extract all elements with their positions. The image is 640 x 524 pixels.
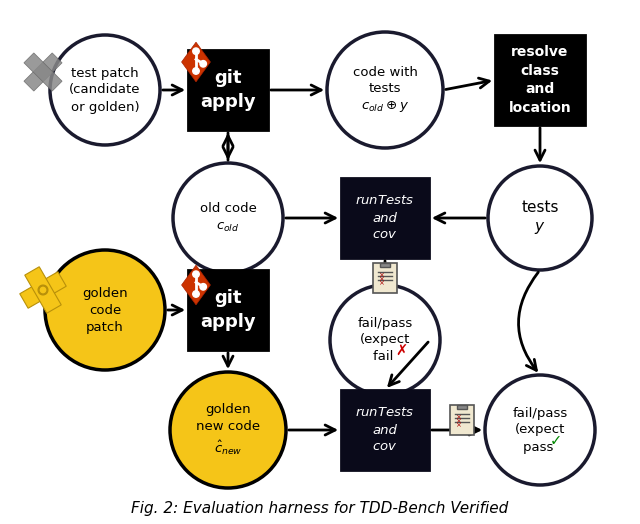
Circle shape bbox=[50, 35, 160, 145]
Polygon shape bbox=[20, 272, 66, 308]
Text: ×: × bbox=[378, 276, 384, 282]
Circle shape bbox=[38, 285, 48, 295]
FancyBboxPatch shape bbox=[457, 405, 467, 409]
Text: ×: × bbox=[378, 280, 384, 286]
FancyBboxPatch shape bbox=[188, 50, 268, 130]
Text: code with
tests
$c_{old} \oplus y$: code with tests $c_{old} \oplus y$ bbox=[353, 66, 417, 115]
FancyBboxPatch shape bbox=[450, 405, 474, 435]
Text: tests
$y$: tests $y$ bbox=[521, 200, 559, 236]
Text: git
apply: git apply bbox=[200, 69, 256, 111]
Text: resolve
class
and
location: resolve class and location bbox=[509, 46, 572, 115]
Polygon shape bbox=[182, 42, 211, 82]
FancyBboxPatch shape bbox=[380, 263, 390, 267]
FancyBboxPatch shape bbox=[373, 263, 397, 293]
Circle shape bbox=[330, 285, 440, 395]
Circle shape bbox=[193, 68, 199, 74]
Circle shape bbox=[173, 163, 283, 273]
FancyBboxPatch shape bbox=[188, 270, 268, 350]
Polygon shape bbox=[182, 265, 211, 305]
Text: fail/pass
(expect
pass: fail/pass (expect pass bbox=[513, 407, 568, 453]
Text: golden
new code
$\hat{c}_{new}$: golden new code $\hat{c}_{new}$ bbox=[196, 403, 260, 457]
Text: ×: × bbox=[455, 414, 461, 420]
Text: ✗: ✗ bbox=[395, 344, 407, 358]
Text: Fig. 2: Evaluation harness for TDD-Bench Verified: Fig. 2: Evaluation harness for TDD-Bench… bbox=[131, 500, 509, 516]
Circle shape bbox=[40, 287, 45, 292]
Polygon shape bbox=[25, 267, 61, 313]
Circle shape bbox=[485, 375, 595, 485]
Text: ×: × bbox=[455, 418, 461, 424]
Text: test patch
(candidate
or golden): test patch (candidate or golden) bbox=[69, 67, 141, 114]
Circle shape bbox=[193, 291, 199, 297]
Text: ×: × bbox=[455, 422, 461, 428]
Circle shape bbox=[170, 372, 286, 488]
Text: old code
$c_{old}$: old code $c_{old}$ bbox=[200, 202, 257, 234]
Text: golden
code
patch: golden code patch bbox=[82, 287, 128, 333]
Polygon shape bbox=[24, 53, 62, 91]
Text: ×: × bbox=[378, 272, 384, 278]
Circle shape bbox=[488, 166, 592, 270]
Text: ✓: ✓ bbox=[550, 433, 562, 449]
Text: git
apply: git apply bbox=[200, 289, 256, 331]
Circle shape bbox=[193, 271, 199, 277]
Text: $\mathit{runTests}$
and
$\mathit{cov}$: $\mathit{runTests}$ and $\mathit{cov}$ bbox=[355, 407, 415, 453]
Text: $\mathit{runTests}$
and
$\mathit{cov}$: $\mathit{runTests}$ and $\mathit{cov}$ bbox=[355, 194, 415, 242]
Circle shape bbox=[193, 48, 199, 54]
FancyBboxPatch shape bbox=[341, 178, 429, 258]
Circle shape bbox=[200, 283, 207, 290]
Polygon shape bbox=[24, 53, 62, 91]
Text: fail/pass
(expect
fail: fail/pass (expect fail bbox=[357, 316, 413, 364]
Circle shape bbox=[327, 32, 443, 148]
FancyBboxPatch shape bbox=[495, 35, 585, 125]
Circle shape bbox=[45, 250, 165, 370]
FancyBboxPatch shape bbox=[341, 390, 429, 470]
Circle shape bbox=[200, 61, 207, 67]
